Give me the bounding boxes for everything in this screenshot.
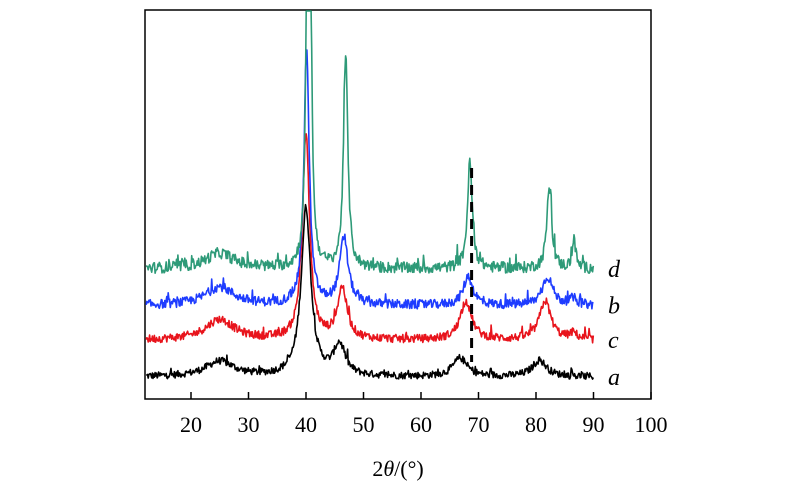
x-tick-label: 100 — [635, 412, 668, 437]
series-line-b — [145, 49, 594, 310]
x-tick-label: 20 — [180, 412, 202, 437]
series-label-c: c — [608, 328, 619, 354]
plot-frame — [144, 9, 652, 400]
x-axis-title: 2θ/(°) — [372, 456, 423, 481]
curves — [145, 10, 595, 380]
x-tick-label: 70 — [468, 412, 490, 437]
series-line-d — [145, 10, 595, 275]
x-tick-label: 30 — [238, 412, 260, 437]
series-line-c — [145, 133, 595, 344]
series-label-d: d — [608, 257, 621, 283]
series-line-a — [145, 203, 595, 380]
x-tick-label: 80 — [525, 412, 547, 437]
series-label-a: a — [608, 365, 620, 391]
x-tick-label: 90 — [583, 412, 605, 437]
x-tick-label: 40 — [295, 412, 317, 437]
x-tick-label: 50 — [353, 412, 375, 437]
x-ticks: 20 30 40 50 60 70 80 90 100 — [180, 392, 668, 437]
series-label-b: b — [608, 294, 620, 320]
x-tick-label: 60 — [410, 412, 432, 437]
plot-border — [144, 9, 652, 400]
